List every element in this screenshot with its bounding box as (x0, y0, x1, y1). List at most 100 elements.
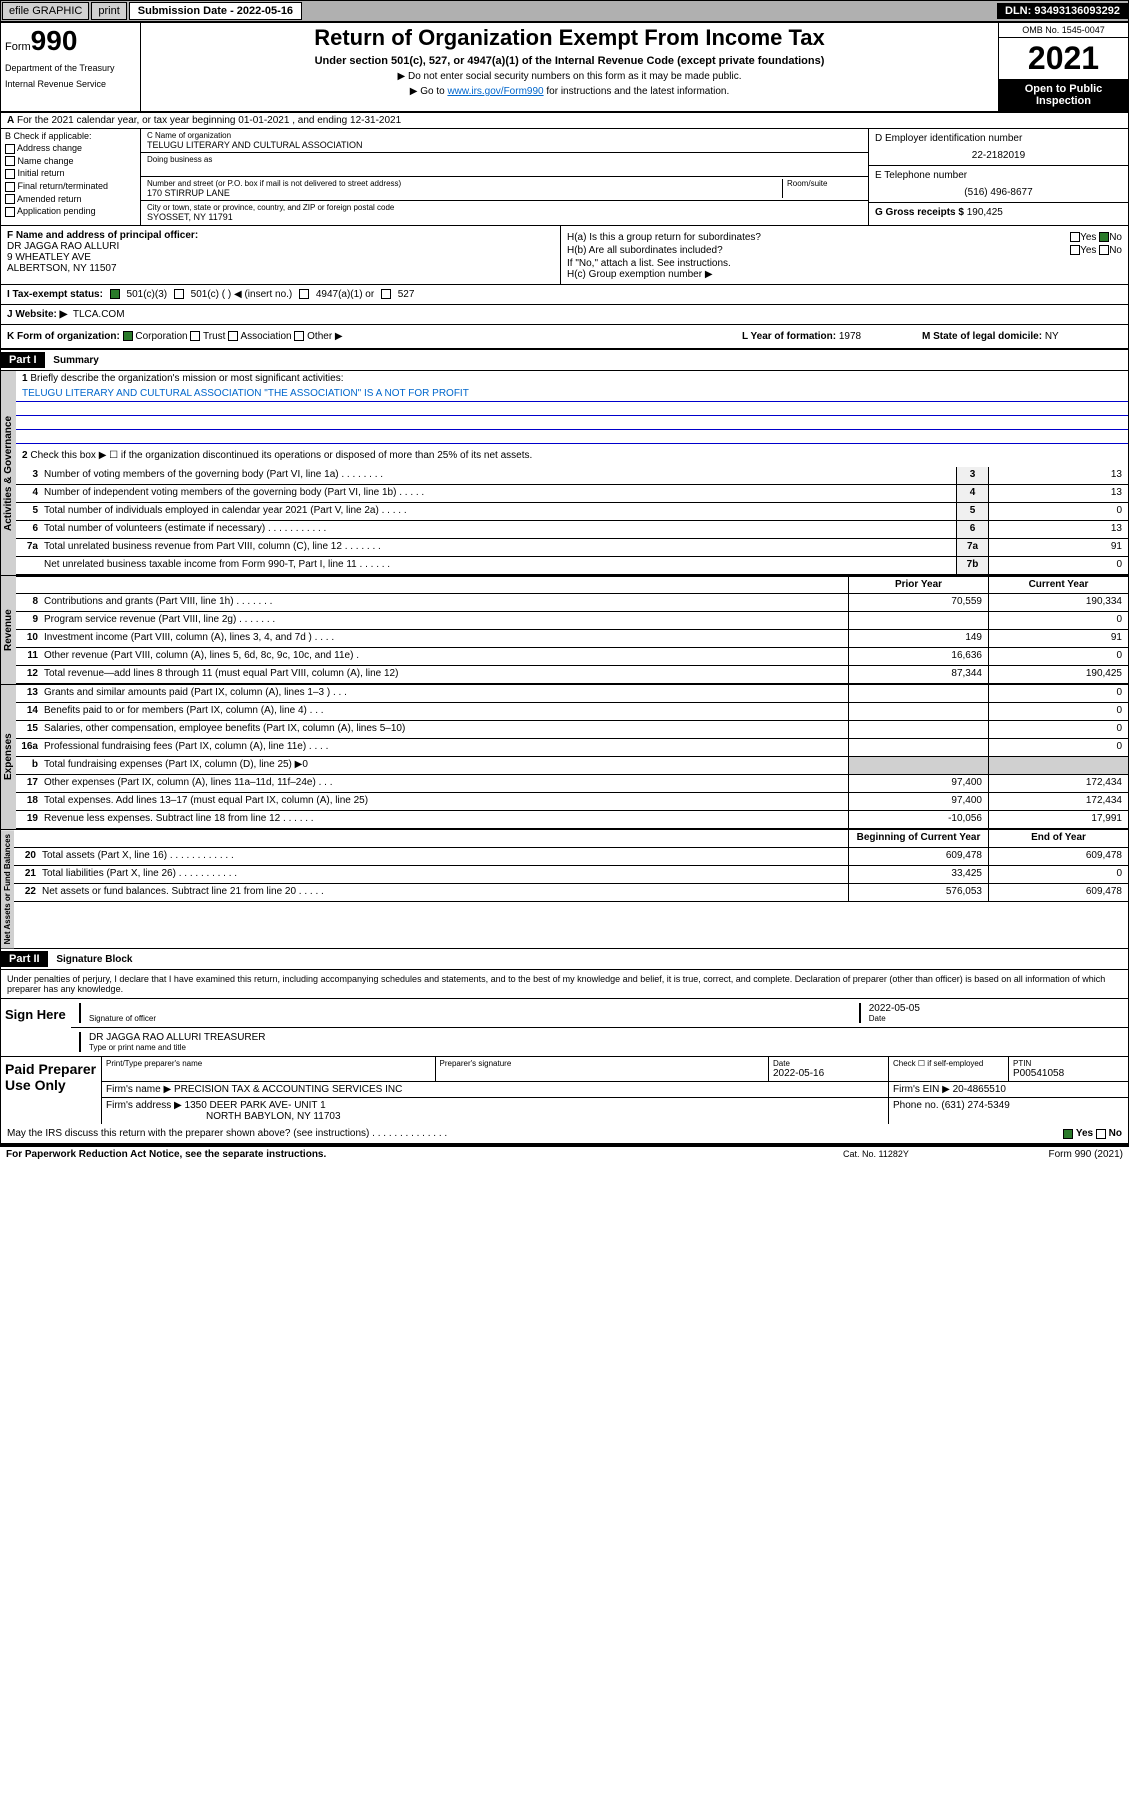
chk-trust[interactable] (190, 331, 200, 341)
netassets-section: Net Assets or Fund Balances Beginning of… (1, 830, 1128, 949)
org-name-label: C Name of organization (147, 131, 862, 140)
ein-label: D Employer identification number (875, 133, 1122, 144)
goto-note: ▶ Go to www.irs.gov/Form990 for instruct… (147, 86, 992, 97)
chk-application-pending[interactable] (5, 207, 15, 217)
header-middle: Return of Organization Exempt From Incom… (141, 23, 998, 111)
chk-discuss-no[interactable] (1096, 1129, 1106, 1139)
header-left: Form990 Department of the Treasury Inter… (1, 23, 141, 111)
org-name: TELUGU LITERARY AND CULTURAL ASSOCIATION (147, 140, 862, 150)
website-value: TLCA.COM (73, 309, 125, 320)
table-row: 10Investment income (Part VIII, column (… (16, 630, 1128, 648)
firm-ein-label: Firm's EIN ▶ (893, 1084, 950, 1095)
chk-corp[interactable] (123, 331, 133, 341)
chk-501c[interactable] (174, 289, 184, 299)
col-h-group: H(a) Is this a group return for subordin… (561, 226, 1128, 284)
row-j-website: J Website: ▶ TLCA.COM (1, 305, 1128, 325)
city-label: City or town, state or province, country… (147, 203, 862, 212)
expenses-vlabel: Expenses (1, 685, 16, 829)
form-subtitle: Under section 501(c), 527, or 4947(a)(1)… (147, 55, 992, 67)
efile-button[interactable]: efile GRAPHIC (2, 2, 89, 20)
chk-discuss-yes[interactable] (1063, 1129, 1073, 1139)
form-number: Form990 (5, 25, 136, 57)
print-button[interactable]: print (91, 2, 126, 20)
tax-year: 2021 (999, 38, 1128, 79)
footer-paperwork: For Paperwork Reduction Act Notice, see … (6, 1149, 843, 1160)
part1-title: Summary (53, 355, 99, 366)
table-row: 19Revenue less expenses. Subtract line 1… (16, 811, 1128, 829)
table-row: 16aProfessional fundraising fees (Part I… (16, 739, 1128, 757)
dln-label: DLN: 93493136093292 (997, 3, 1128, 19)
paid-preparer-label: Paid Preparer Use Only (1, 1057, 101, 1124)
chk-final-return[interactable] (5, 182, 15, 192)
row-klm: K Form of organization: Corporation Trus… (1, 325, 1128, 350)
table-row: 17Other expenses (Part IX, column (A), l… (16, 775, 1128, 793)
chk-ha-yes[interactable] (1070, 232, 1080, 242)
firm-addr-label: Firm's address ▶ (106, 1100, 182, 1111)
discuss-label: May the IRS discuss this return with the… (7, 1128, 1063, 1139)
col-de: D Employer identification number 22-2182… (868, 129, 1128, 225)
chk-other[interactable] (294, 331, 304, 341)
table-row: 21Total liabilities (Part X, line 26) . … (14, 866, 1128, 884)
chk-name-change[interactable] (5, 156, 15, 166)
phone-value: (516) 496-8677 (875, 187, 1122, 198)
table-row: 12Total revenue—add lines 8 through 11 (… (16, 666, 1128, 684)
table-row: 11Other revenue (Part VIII, column (A), … (16, 648, 1128, 666)
row-l: L Year of formation: 1978 (742, 331, 922, 342)
chk-amended[interactable] (5, 194, 15, 204)
phone-label: E Telephone number (875, 170, 1122, 181)
prep-sig-label: Preparer's signature (440, 1059, 765, 1068)
revenue-vlabel: Revenue (1, 576, 16, 684)
header-right: OMB No. 1545-0047 2021 Open to Public In… (998, 23, 1128, 111)
city-value: SYOSSET, NY 11791 (147, 212, 862, 222)
ptin-value: P00541058 (1013, 1068, 1124, 1079)
submission-date-label: Submission Date - 2022-05-16 (129, 2, 302, 20)
irs-link[interactable]: www.irs.gov/Form990 (447, 86, 543, 97)
revenue-section: Revenue Prior Year Current Year 8Contrib… (1, 576, 1128, 685)
chk-address-change[interactable] (5, 144, 15, 154)
hb-note: If "No," attach a list. See instructions… (567, 258, 1122, 269)
firm-phone-label: Phone no. (893, 1100, 939, 1111)
chk-hb-yes[interactable] (1070, 245, 1080, 255)
firm-addr1: 1350 DEER PARK AVE- UNIT 1 (185, 1100, 326, 1111)
room-label: Room/suite (787, 179, 862, 188)
footer-catno: Cat. No. 11282Y (843, 1149, 983, 1160)
part2-header-row: Part II Signature Block (1, 949, 1128, 970)
sig-officer-label: Signature of officer (89, 1014, 855, 1023)
firm-name-label: Firm's name ▶ (106, 1084, 171, 1095)
declaration-text: Under penalties of perjury, I declare th… (1, 970, 1128, 998)
firm-phone-value: (631) 274-5349 (941, 1100, 1009, 1111)
chk-initial-return[interactable] (5, 169, 15, 179)
table-row: 15Salaries, other compensation, employee… (16, 721, 1128, 739)
current-year-hdr: Current Year (988, 577, 1128, 593)
chk-hb-no[interactable] (1099, 245, 1109, 255)
sign-here-label: Sign Here (1, 999, 71, 1056)
paid-preparer-row: Paid Preparer Use Only Print/Type prepar… (1, 1056, 1128, 1124)
officer-addr2: ALBERTSON, NY 11507 (7, 263, 554, 274)
chk-assoc[interactable] (228, 331, 238, 341)
net-hdr-spacer (14, 830, 848, 847)
firm-addr2: NORTH BABYLON, NY 11703 (206, 1111, 341, 1122)
prep-date-value: 2022-05-16 (773, 1068, 884, 1079)
q1-label: Briefly describe the organization's miss… (30, 373, 343, 384)
officer-name: DR JAGGA RAO ALLURI (7, 241, 554, 252)
part1-header-row: Part I Summary (1, 350, 1128, 371)
gross-receipts-value: 190,425 (967, 207, 1003, 218)
table-row: 14Benefits paid to or for members (Part … (16, 703, 1128, 721)
chk-501c3[interactable] (110, 289, 120, 299)
chk-4947[interactable] (299, 289, 309, 299)
ha-label: H(a) Is this a group return for subordin… (567, 232, 761, 243)
row-m: M State of legal domicile: NY (922, 331, 1122, 342)
table-row: 9Program service revenue (Part VIII, lin… (16, 612, 1128, 630)
addr-label: Number and street (or P.O. box if mail i… (147, 179, 782, 188)
chk-ha-no[interactable] (1099, 232, 1109, 242)
netassets-vlabel: Net Assets or Fund Balances (1, 830, 14, 948)
ssn-note: ▶ Do not enter social security numbers o… (147, 71, 992, 82)
part2-badge: Part II (1, 951, 48, 967)
chk-527[interactable] (381, 289, 391, 299)
hc-label: H(c) Group exemption number ▶ (567, 269, 1122, 280)
mission-text: TELUGU LITERARY AND CULTURAL ASSOCIATION… (16, 386, 1128, 402)
prep-date-label: Date (773, 1059, 884, 1068)
sig-date-value: 2022-05-05 (869, 1003, 1124, 1014)
rev-hdr-spacer (16, 577, 848, 593)
form-title: Return of Organization Exempt From Incom… (147, 25, 992, 51)
